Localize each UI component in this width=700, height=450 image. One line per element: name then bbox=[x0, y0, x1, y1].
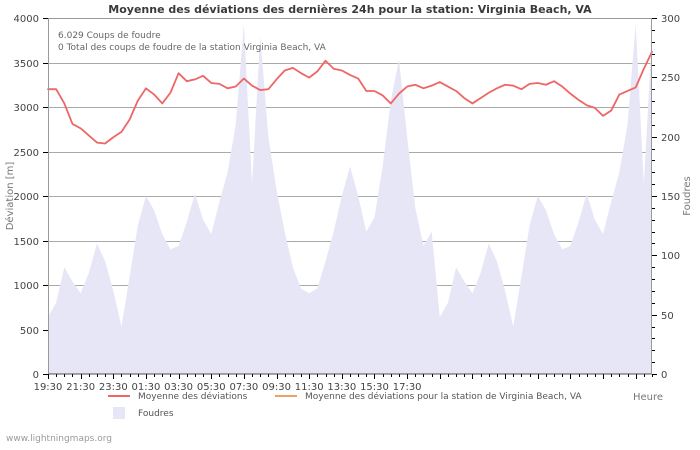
plot-border bbox=[48, 18, 652, 374]
annotation-strike-count: 6.029 Coups de foudre bbox=[58, 31, 161, 41]
x-axis-label: Heure bbox=[633, 392, 663, 403]
y-tick-label-right: 100 bbox=[661, 251, 680, 262]
y-tick-label-left: 500 bbox=[20, 326, 39, 337]
y-tick-label-left: 4000 bbox=[14, 14, 39, 25]
x-tick-label: 19:30 bbox=[34, 382, 63, 393]
x-tick-label: 13:30 bbox=[327, 382, 356, 393]
axis-ticks bbox=[43, 18, 657, 379]
deviation-line-series bbox=[47, 50, 653, 145]
y-tick-label-right: 150 bbox=[661, 192, 680, 203]
x-tick-label: 21:30 bbox=[66, 382, 95, 393]
annotation-station-total: 0 Total des coups de foudre de la statio… bbox=[58, 43, 327, 53]
page-title: Moyenne des déviations des dernières 24h… bbox=[108, 3, 592, 16]
legend-label: Moyenne des déviations bbox=[138, 391, 248, 402]
y-tick-label-left: 3500 bbox=[14, 59, 39, 70]
y-tick-label-left: 2000 bbox=[14, 192, 39, 203]
y-tick-label-left: 1500 bbox=[14, 237, 39, 248]
legend-label: Moyenne des déviations pour la station d… bbox=[305, 391, 582, 402]
source-watermark: www.lightningmaps.org bbox=[6, 434, 112, 444]
chart-legend: Moyenne des déviations Moyenne des déviat… bbox=[108, 391, 582, 419]
y-tick-label-left: 2500 bbox=[14, 148, 39, 159]
x-tick-label: 09:30 bbox=[262, 382, 291, 393]
x-tick-label: 01:30 bbox=[132, 382, 161, 393]
y-tick-label-right: 0 bbox=[661, 370, 667, 381]
axis-tick-labels: 0 500 1000 1500 2000 2500 3000 3500 4000 0 50 100 15… bbox=[14, 14, 681, 393]
x-tick-label: 15:30 bbox=[360, 382, 389, 393]
y-tick-label-left: 1000 bbox=[14, 281, 39, 292]
x-tick-label: 05:30 bbox=[197, 382, 226, 393]
x-tick-label: 23:30 bbox=[99, 382, 128, 393]
deviation-line-path bbox=[47, 50, 653, 145]
y-tick-label-right: 250 bbox=[661, 73, 680, 84]
legend-label: Foudres bbox=[138, 409, 174, 419]
lightning-area-path bbox=[48, 23, 652, 375]
y-tick-label-right: 300 bbox=[661, 14, 680, 25]
y-tick-label-right: 200 bbox=[661, 133, 680, 144]
x-tick-label: 11:30 bbox=[295, 382, 324, 393]
lightning-area-series bbox=[48, 23, 652, 375]
y-tick-label-right: 50 bbox=[661, 311, 674, 322]
y-axis-label-left: Déviation [m] bbox=[4, 162, 16, 231]
legend-swatch-marker bbox=[113, 407, 125, 419]
y-tick-label-left: 3000 bbox=[14, 103, 39, 114]
x-tick-label: 03:30 bbox=[164, 382, 193, 393]
y-axis-label-right: Foudres bbox=[682, 176, 693, 215]
x-tick-label: 07:30 bbox=[229, 382, 258, 393]
plot-frame bbox=[48, 18, 652, 374]
y-tick-label-left: 0 bbox=[33, 370, 39, 381]
x-tick-label: 17:30 bbox=[393, 382, 422, 393]
